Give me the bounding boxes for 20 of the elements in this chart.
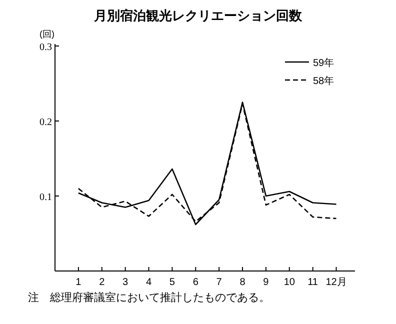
legend-label: 59年 [313, 57, 334, 69]
chart-title: 月別宿泊観光レクリエーション回数 [93, 8, 303, 23]
x-tick-label: 10 [284, 277, 296, 288]
y-tick-label: 0.1 [40, 192, 52, 203]
x-tick-label: 5 [169, 277, 176, 288]
legend-label: 58年 [313, 75, 334, 87]
x-tick-label: 3 [122, 277, 129, 288]
x-tick-label: 7 [216, 277, 222, 288]
y-tick-label: 0.3 [40, 42, 52, 53]
x-tick-label: 4 [146, 277, 152, 288]
x-tick-label: 6 [192, 277, 199, 288]
text: 注 総理府審議室において推計したものである。 [28, 291, 270, 304]
y-axis-title: (回) [40, 29, 54, 39]
x-tick-label: 1 [76, 277, 82, 288]
x-tick-label: 2 [99, 277, 106, 288]
x-tick-label: 11 [308, 277, 318, 288]
y-tick-label: 0.2 [40, 117, 52, 128]
x-tick-label: 8 [240, 277, 246, 288]
x-tick-label: 9 [263, 277, 270, 288]
x-tick-label: 12月 [326, 277, 347, 288]
